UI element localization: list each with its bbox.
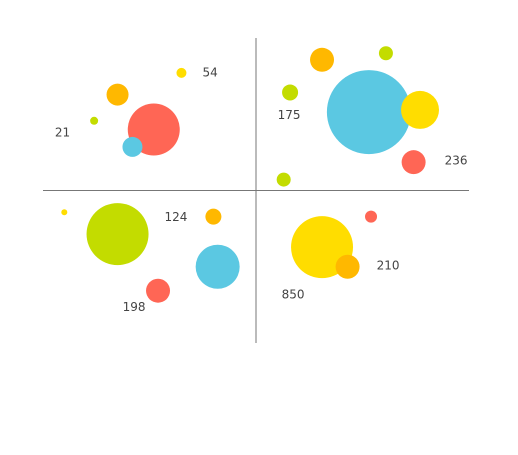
bubble-label: 124 xyxy=(164,210,187,224)
bubble xyxy=(401,150,426,175)
bubble-label: 54 xyxy=(202,65,217,79)
bubble xyxy=(282,84,299,101)
bubble-label: 210 xyxy=(377,258,400,272)
bubble xyxy=(122,136,143,157)
bubble xyxy=(378,46,393,61)
bubble xyxy=(86,203,149,266)
bubble xyxy=(61,209,68,216)
bubble-label: 21 xyxy=(55,125,70,139)
bubble xyxy=(146,278,171,303)
bubble xyxy=(106,83,129,106)
bubble-label: 175 xyxy=(278,108,301,122)
bubble xyxy=(205,208,222,225)
bubble xyxy=(276,172,291,187)
bubble-label: 850 xyxy=(282,288,305,302)
bubble xyxy=(176,67,187,78)
bubble-label: 198 xyxy=(123,300,146,314)
bubble xyxy=(365,210,378,223)
bubble xyxy=(90,116,99,125)
bubble xyxy=(335,254,360,279)
bubble-label: 236 xyxy=(445,154,468,168)
bubble xyxy=(310,47,335,72)
bubble xyxy=(401,90,440,129)
bubble xyxy=(195,244,240,289)
bubble xyxy=(326,70,411,155)
